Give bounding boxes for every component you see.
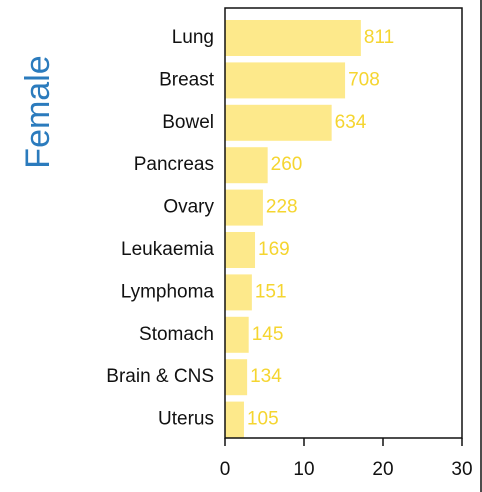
count-label: 708 — [348, 69, 380, 90]
plot-frame — [224, 7, 463, 439]
count-label: 634 — [335, 112, 367, 133]
category-label: Ovary — [163, 197, 214, 218]
bar — [225, 274, 252, 311]
bar — [225, 401, 244, 438]
x-tick-label: 10 — [293, 459, 314, 480]
count-label: 151 — [255, 281, 287, 302]
x-tick-label: 0 — [220, 459, 231, 480]
bar — [225, 104, 332, 141]
category-label: Bowel — [162, 112, 214, 133]
category-label: Lung — [172, 27, 214, 48]
count-label: 228 — [266, 197, 298, 218]
x-tick-label: 30 — [451, 459, 472, 480]
category-label: Lymphoma — [121, 281, 215, 302]
category-label: Leukaemia — [121, 239, 214, 260]
count-label: 145 — [252, 324, 284, 345]
x-tick-label: 20 — [372, 459, 393, 480]
bar — [225, 316, 249, 353]
bar — [225, 359, 248, 396]
category-label: Uterus — [158, 409, 214, 430]
bar — [225, 147, 268, 184]
bar — [225, 189, 263, 226]
bar — [225, 20, 361, 56]
count-label: 169 — [258, 239, 290, 260]
count-label: 260 — [271, 154, 303, 175]
bar — [225, 62, 346, 99]
count-label: 105 — [247, 409, 279, 430]
category-label: Stomach — [139, 324, 214, 345]
bar — [225, 232, 256, 268]
category-label: Pancreas — [134, 154, 214, 175]
count-label: 134 — [250, 366, 282, 387]
category-label: Breast — [159, 69, 215, 90]
count-label: 811 — [364, 27, 394, 48]
axis-label: Female — [19, 55, 57, 168]
category-label: Brain & CNS — [106, 366, 214, 387]
